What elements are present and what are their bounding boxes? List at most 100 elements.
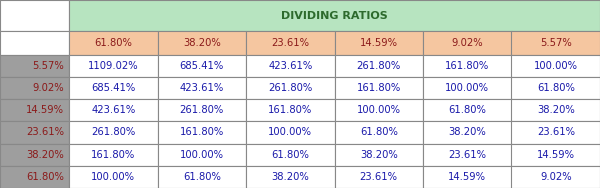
Bar	[69, 121, 157, 143]
Text: 100.00%: 100.00%	[91, 172, 135, 182]
Bar	[157, 121, 246, 143]
Text: 161.80%: 161.80%	[445, 61, 490, 71]
Bar	[157, 99, 246, 121]
Text: 161.80%: 161.80%	[91, 150, 136, 160]
Text: 685.41%: 685.41%	[91, 83, 136, 93]
Bar	[0, 77, 69, 99]
Bar	[511, 166, 600, 188]
Bar	[69, 99, 157, 121]
Text: 100.00%: 100.00%	[445, 83, 489, 93]
Text: 161.80%: 161.80%	[356, 83, 401, 93]
Text: 161.80%: 161.80%	[268, 105, 313, 115]
Text: 9.02%: 9.02%	[540, 172, 572, 182]
Bar	[423, 143, 511, 166]
Text: 14.59%: 14.59%	[448, 172, 486, 182]
Bar	[511, 121, 600, 143]
Text: 5.57%: 5.57%	[32, 61, 64, 71]
Text: 38.20%: 38.20%	[537, 105, 575, 115]
Bar	[157, 77, 246, 99]
Text: 61.80%: 61.80%	[448, 105, 486, 115]
Text: 61.80%: 61.80%	[94, 38, 132, 48]
Bar	[157, 55, 246, 77]
Text: 9.02%: 9.02%	[451, 38, 483, 48]
Bar	[246, 31, 335, 55]
Text: 1109.02%: 1109.02%	[88, 61, 139, 71]
Text: 100.00%: 100.00%	[534, 61, 578, 71]
Bar	[335, 166, 423, 188]
Bar	[423, 31, 511, 55]
Text: 100.00%: 100.00%	[357, 105, 401, 115]
Bar	[69, 31, 157, 55]
Bar	[423, 99, 511, 121]
Text: 23.61%: 23.61%	[360, 172, 398, 182]
Bar	[423, 166, 511, 188]
Text: 23.61%: 23.61%	[271, 38, 309, 48]
Text: 261.80%: 261.80%	[179, 105, 224, 115]
Bar	[157, 31, 246, 55]
Text: 261.80%: 261.80%	[356, 61, 401, 71]
Text: 5.57%: 5.57%	[540, 38, 572, 48]
Text: 61.80%: 61.80%	[360, 127, 398, 137]
Bar	[335, 143, 423, 166]
Text: 423.61%: 423.61%	[179, 83, 224, 93]
Bar	[511, 99, 600, 121]
Text: 423.61%: 423.61%	[268, 61, 313, 71]
Bar	[423, 121, 511, 143]
Text: 38.20%: 38.20%	[183, 38, 221, 48]
Text: 23.61%: 23.61%	[537, 127, 575, 137]
Text: 38.20%: 38.20%	[26, 150, 64, 160]
Bar	[69, 143, 157, 166]
Text: 261.80%: 261.80%	[268, 83, 313, 93]
Text: 38.20%: 38.20%	[360, 150, 398, 160]
Bar	[335, 121, 423, 143]
Bar	[0, 166, 69, 188]
Text: 100.00%: 100.00%	[180, 150, 224, 160]
Bar	[423, 77, 511, 99]
Text: 61.80%: 61.80%	[183, 172, 221, 182]
Text: 14.59%: 14.59%	[26, 105, 64, 115]
Bar	[511, 77, 600, 99]
Bar	[0, 31, 69, 55]
Bar	[511, 143, 600, 166]
Text: 14.59%: 14.59%	[360, 38, 398, 48]
Text: 61.80%: 61.80%	[26, 172, 64, 182]
Text: 61.80%: 61.80%	[271, 150, 309, 160]
Text: 423.61%: 423.61%	[91, 105, 136, 115]
Bar	[335, 77, 423, 99]
Bar	[423, 55, 511, 77]
Bar	[511, 31, 600, 55]
Bar	[246, 143, 335, 166]
Text: 23.61%: 23.61%	[26, 127, 64, 137]
Bar	[69, 55, 157, 77]
Bar	[69, 166, 157, 188]
Text: 38.20%: 38.20%	[448, 127, 486, 137]
Text: DIVIDING RATIOS: DIVIDING RATIOS	[281, 11, 388, 20]
Text: 38.20%: 38.20%	[271, 172, 309, 182]
Text: 685.41%: 685.41%	[179, 61, 224, 71]
Bar	[335, 99, 423, 121]
Bar	[335, 31, 423, 55]
Bar	[246, 166, 335, 188]
Bar	[69, 77, 157, 99]
Bar	[246, 55, 335, 77]
Bar	[0, 143, 69, 166]
Text: 23.61%: 23.61%	[448, 150, 486, 160]
Text: 161.80%: 161.80%	[179, 127, 224, 137]
Bar	[246, 77, 335, 99]
Bar	[0, 55, 69, 77]
Text: 261.80%: 261.80%	[91, 127, 136, 137]
Bar	[511, 55, 600, 77]
Bar	[0, 121, 69, 143]
Bar	[246, 99, 335, 121]
Bar	[335, 55, 423, 77]
Bar	[246, 121, 335, 143]
Bar	[157, 143, 246, 166]
Bar	[0, 0, 69, 31]
Text: 9.02%: 9.02%	[32, 83, 64, 93]
Text: 61.80%: 61.80%	[537, 83, 575, 93]
Text: 14.59%: 14.59%	[537, 150, 575, 160]
Text: 100.00%: 100.00%	[268, 127, 312, 137]
Bar	[69, 0, 600, 31]
Bar	[157, 166, 246, 188]
Bar	[0, 99, 69, 121]
